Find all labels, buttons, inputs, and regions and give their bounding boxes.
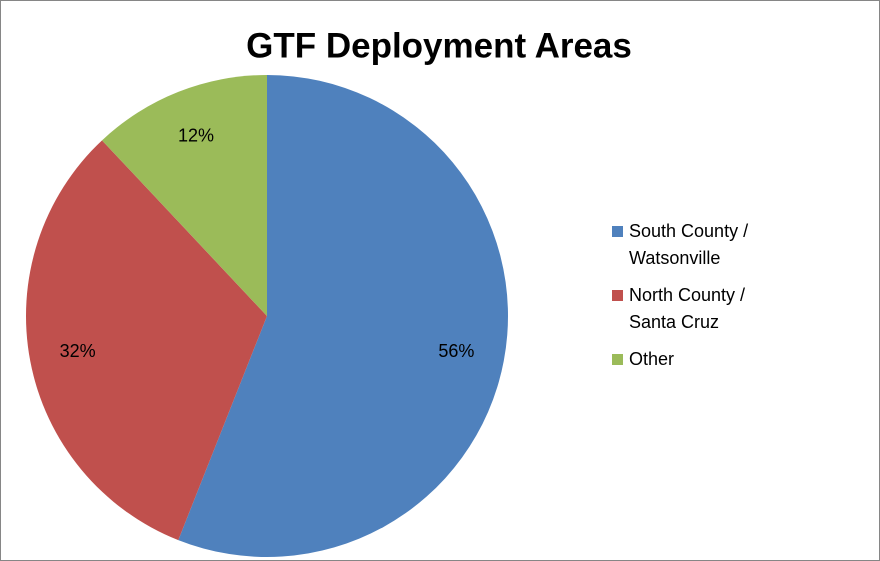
legend-item: North County / Santa Cruz bbox=[612, 282, 772, 336]
legend-item: Other bbox=[612, 346, 772, 373]
data-label: 56% bbox=[438, 341, 474, 361]
data-label: 12% bbox=[178, 125, 214, 145]
chart-title: GTF Deployment Areas bbox=[246, 26, 632, 65]
data-label: 32% bbox=[60, 341, 96, 361]
legend-swatch bbox=[612, 226, 623, 237]
pie-slice bbox=[102, 75, 268, 316]
legend-label: Other bbox=[629, 349, 675, 369]
pie-slice bbox=[178, 75, 508, 557]
legend-swatch bbox=[612, 354, 623, 365]
legend-swatch bbox=[612, 290, 623, 301]
legend-label: South County / Watsonville bbox=[629, 221, 749, 268]
legend-label: North County / Santa Cruz bbox=[629, 285, 746, 332]
legend-item: South County / Watsonville bbox=[612, 218, 772, 272]
legend: South County / Watsonville North County /… bbox=[612, 218, 772, 383]
pie-slice bbox=[25, 140, 267, 541]
